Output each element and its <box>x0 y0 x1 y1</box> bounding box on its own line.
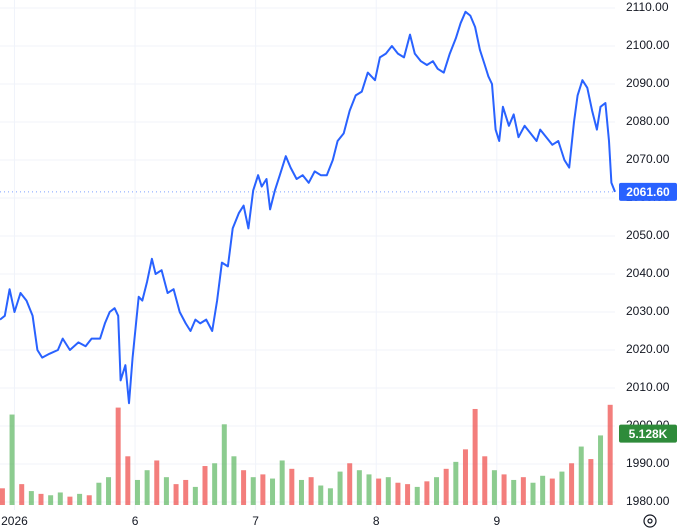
volume-bar <box>19 484 25 505</box>
volume-bar <box>385 477 391 505</box>
volume-bar <box>482 456 488 505</box>
settings-icon-center <box>647 518 653 524</box>
volume-bar <box>48 495 54 505</box>
volume-bar <box>327 488 333 505</box>
y-tick-label: 2100.00 <box>626 38 670 52</box>
volume-bar <box>559 471 565 505</box>
volume-bar <box>231 456 237 505</box>
volume-bar <box>154 460 160 505</box>
y-tick-label: 2090.00 <box>626 76 670 90</box>
volume-bar <box>491 470 497 505</box>
volume-bar <box>134 479 140 505</box>
volume-bar <box>540 475 546 505</box>
volume-bar <box>598 435 604 505</box>
volume-bar <box>414 486 420 505</box>
volume-bar <box>424 481 430 505</box>
volume-bar <box>607 404 613 505</box>
volume-layer <box>0 404 613 505</box>
volume-bar <box>530 482 536 505</box>
volume-bar <box>144 470 150 505</box>
volume-bar <box>270 478 276 505</box>
x-tick-label: 9 <box>493 514 500 528</box>
x-tick-label: 6 <box>132 514 139 528</box>
y-tick-label: 2070.00 <box>626 152 670 166</box>
price-line <box>0 10 616 405</box>
last-volume-label: 5.128K <box>629 427 668 441</box>
volume-bar <box>241 470 247 505</box>
volume-bar <box>260 474 266 505</box>
last-price-label: 2061.60 <box>626 185 670 199</box>
last-volume-badge <box>619 424 677 443</box>
volume-bar <box>125 456 131 505</box>
volume-bar <box>192 486 198 505</box>
volume-bar <box>77 493 83 505</box>
volume-bar <box>588 459 594 505</box>
volume-bar <box>0 488 5 505</box>
volume-bar <box>57 492 63 505</box>
volume-bar <box>250 477 256 505</box>
volume-bar <box>173 484 179 505</box>
volume-bar <box>501 474 507 505</box>
y-tick-label: 1980.00 <box>626 494 670 508</box>
y-tick-label: 2040.00 <box>626 266 670 280</box>
volume-bar <box>569 463 575 505</box>
volume-bar <box>308 477 314 505</box>
volume-bar <box>212 463 218 505</box>
volume-bar <box>38 493 44 505</box>
volume-bar <box>356 470 362 505</box>
y-tick-label: 2020.00 <box>626 342 670 356</box>
volume-bar <box>520 477 526 505</box>
volume-bar <box>578 446 584 505</box>
volume-bar <box>453 461 459 505</box>
price-layer <box>0 10 616 405</box>
last-price-badge <box>619 182 677 201</box>
volume-bar <box>511 479 517 505</box>
volume-bar <box>462 449 468 505</box>
volume-bar <box>405 484 411 505</box>
volume-bar <box>163 477 169 505</box>
x-tick-label: 2026 <box>1 514 28 528</box>
y-tick-label: 2050.00 <box>626 228 670 242</box>
x-tick-label: 7 <box>252 514 259 528</box>
y-tick-label: 1990.00 <box>626 456 670 470</box>
volume-bar <box>9 414 15 505</box>
volume-bar <box>298 479 304 505</box>
volume-bar <box>318 485 324 505</box>
y-tick-label: 2010.00 <box>626 380 670 394</box>
volume-bar <box>221 424 227 505</box>
volume-bar <box>115 407 121 505</box>
y-tick-label: 2030.00 <box>626 304 670 318</box>
volume-bar <box>443 468 449 505</box>
volume-bar <box>395 482 401 505</box>
volume-bar <box>347 463 353 505</box>
volume-bar <box>183 479 189 505</box>
volume-bar <box>279 460 285 505</box>
settings-icon[interactable] <box>643 514 657 528</box>
x-tick-label: 8 <box>373 514 380 528</box>
volume-bar <box>549 478 555 505</box>
volume-bar <box>86 495 92 505</box>
volume-bar <box>202 466 208 505</box>
volume-bar <box>366 474 372 505</box>
volume-bar <box>289 468 295 505</box>
volume-bar <box>67 496 73 505</box>
volume-bar <box>96 482 102 505</box>
volume-bar <box>337 471 343 505</box>
y-tick-label: 2110.00 <box>626 0 669 14</box>
volume-bar <box>472 408 478 505</box>
volume-bar <box>106 477 112 505</box>
volume-bar <box>434 477 440 505</box>
volume-bar <box>28 491 34 505</box>
y-tick-label: 2080.00 <box>626 114 670 128</box>
grid <box>0 0 615 510</box>
volume-bar <box>376 478 382 505</box>
